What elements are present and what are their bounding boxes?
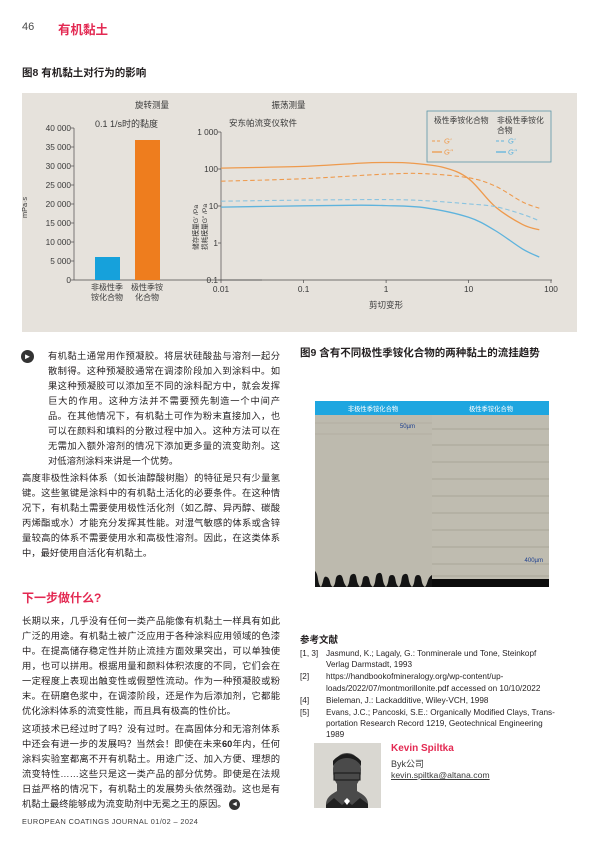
svg-text:10: 10 (464, 284, 474, 294)
svg-text:G'': G'' (444, 148, 453, 157)
svg-text:G': G' (444, 137, 452, 146)
svg-text:400µm: 400µm (525, 558, 543, 564)
svg-text:10: 10 (209, 201, 219, 211)
svg-text:1: 1 (213, 238, 218, 248)
svg-text:极性季铵化合物: 极性季铵化合物 (434, 115, 489, 125)
svg-text:100: 100 (204, 164, 218, 174)
svg-text:合物: 合物 (497, 125, 513, 135)
svg-text:0.1: 0.1 (298, 284, 310, 294)
svg-text:剪切变形: 剪切变形 (369, 300, 404, 310)
svg-text:极性季铵化合物: 极性季铵化合物 (469, 404, 513, 413)
svg-text:1 000: 1 000 (197, 127, 218, 137)
svg-text:非极性季铵化: 非极性季铵化 (497, 115, 544, 125)
svg-text:50µm: 50µm (400, 424, 415, 430)
svg-text:G': G' (508, 137, 516, 146)
svg-text:0.01: 0.01 (213, 284, 230, 294)
svg-text:1: 1 (384, 284, 389, 294)
svg-text:G'': G'' (508, 148, 517, 157)
svg-text:非极性季铵化合物: 非极性季铵化合物 (348, 404, 398, 413)
svg-text:100: 100 (544, 284, 558, 294)
